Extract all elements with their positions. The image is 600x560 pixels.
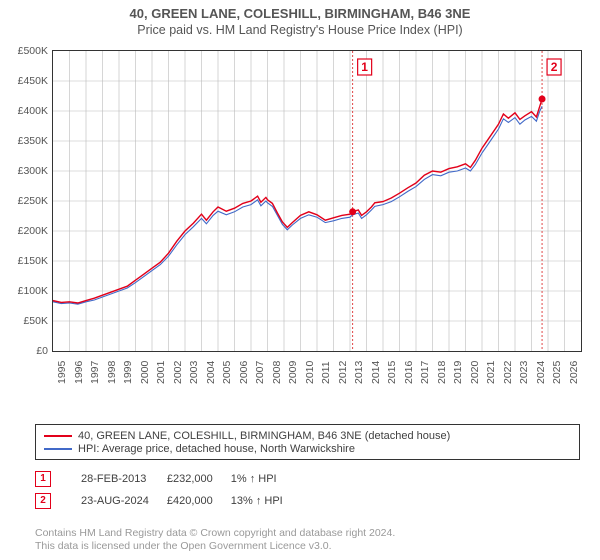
plot-svg: 12 <box>53 51 581 351</box>
legend-label: HPI: Average price, detached house, Nort… <box>78 443 355 455</box>
chart: £0£50K£100K£150K£200K£250K£300K£350K£400… <box>0 50 600 390</box>
svg-text:2: 2 <box>551 60 558 74</box>
annotation-pct: 13% ↑ HPI <box>231 490 301 512</box>
annotation-date: 28-FEB-2013 <box>81 468 167 490</box>
marker-badge: 2 <box>35 493 51 509</box>
legend-row-series2: HPI: Average price, detached house, Nort… <box>44 443 571 455</box>
annotation-price: £232,000 <box>167 468 231 490</box>
annotation-table: 1 28-FEB-2013 £232,000 1% ↑ HPI 2 23-AUG… <box>35 468 301 512</box>
marker-badge: 1 <box>35 471 51 487</box>
legend-swatch <box>44 448 72 450</box>
annotation-pct: 1% ↑ HPI <box>231 468 301 490</box>
legend-row-series1: 40, GREEN LANE, COLESHILL, BIRMINGHAM, B… <box>44 430 571 442</box>
legend-label: 40, GREEN LANE, COLESHILL, BIRMINGHAM, B… <box>78 430 450 442</box>
svg-text:1: 1 <box>361 60 368 74</box>
annotation-date: 23-AUG-2024 <box>81 490 167 512</box>
annotation-price: £420,000 <box>167 490 231 512</box>
y-axis-labels: £0£50K£100K£150K£200K£250K£300K£350K£400… <box>0 50 48 350</box>
annotation-row: 1 28-FEB-2013 £232,000 1% ↑ HPI <box>35 468 301 490</box>
title-line2: Price paid vs. HM Land Registry's House … <box>0 23 600 37</box>
credits: Contains HM Land Registry data © Crown c… <box>35 527 395 554</box>
annotation-row: 2 23-AUG-2024 £420,000 13% ↑ HPI <box>35 490 301 512</box>
credit-line: Contains HM Land Registry data © Crown c… <box>35 527 395 541</box>
legend: 40, GREEN LANE, COLESHILL, BIRMINGHAM, B… <box>35 424 580 460</box>
x-axis-labels: 1995199619971998199920002001200220032004… <box>52 356 580 390</box>
plot-area: 12 <box>52 50 582 352</box>
legend-swatch <box>44 435 72 437</box>
title-line1: 40, GREEN LANE, COLESHILL, BIRMINGHAM, B… <box>0 6 600 21</box>
credit-line: This data is licensed under the Open Gov… <box>35 540 395 554</box>
